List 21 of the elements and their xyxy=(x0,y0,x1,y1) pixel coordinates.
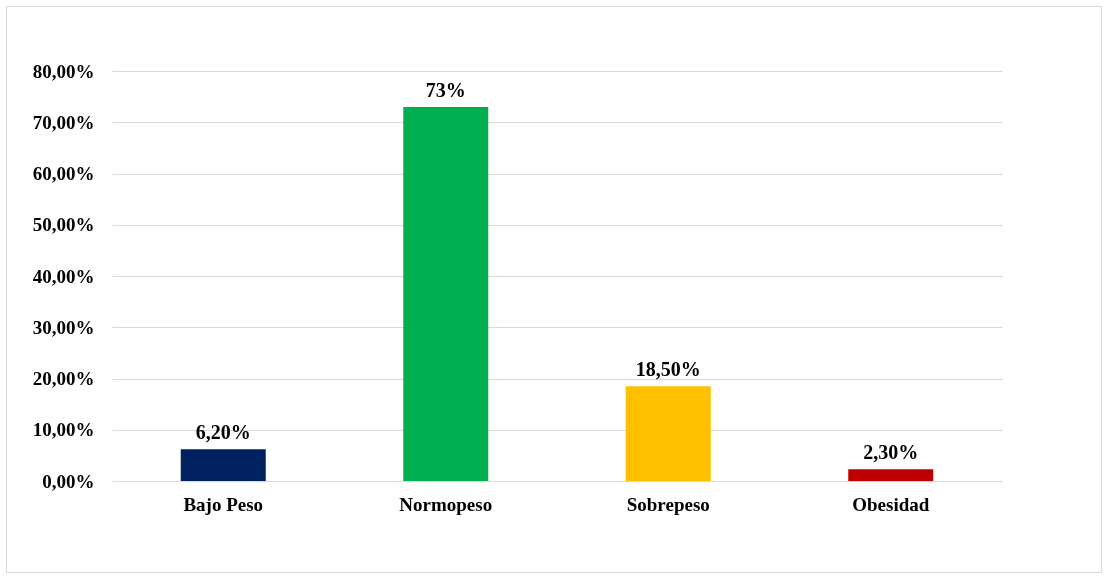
data-label: 73% xyxy=(425,78,466,101)
y-tick-label: 70,00% xyxy=(32,111,95,133)
y-tick-label: 80,00% xyxy=(32,60,95,82)
data-label: 6,20% xyxy=(195,421,251,444)
bar xyxy=(848,469,934,481)
bar xyxy=(403,106,489,481)
y-tick-label: 60,00% xyxy=(32,163,95,184)
x-tick-label: Bajo Peso xyxy=(183,493,264,515)
x-tick-label: Normopeso xyxy=(399,493,493,515)
y-tick-label: 50,00% xyxy=(32,214,95,236)
y-tick-label: 20,00% xyxy=(32,368,95,389)
y-tick-label: 10,00% xyxy=(32,419,95,441)
x-tick-label: Sobrepeso xyxy=(626,493,710,515)
bar xyxy=(625,386,711,481)
data-label: 2,30% xyxy=(863,441,919,464)
y-tick-label: 40,00% xyxy=(32,265,95,287)
data-label: 18,50% xyxy=(635,358,701,381)
y-tick-label: 0,00% xyxy=(42,470,95,492)
bar xyxy=(180,449,266,481)
x-tick-label: Obesidad xyxy=(852,493,930,515)
y-tick-label: 30,00% xyxy=(32,316,95,338)
